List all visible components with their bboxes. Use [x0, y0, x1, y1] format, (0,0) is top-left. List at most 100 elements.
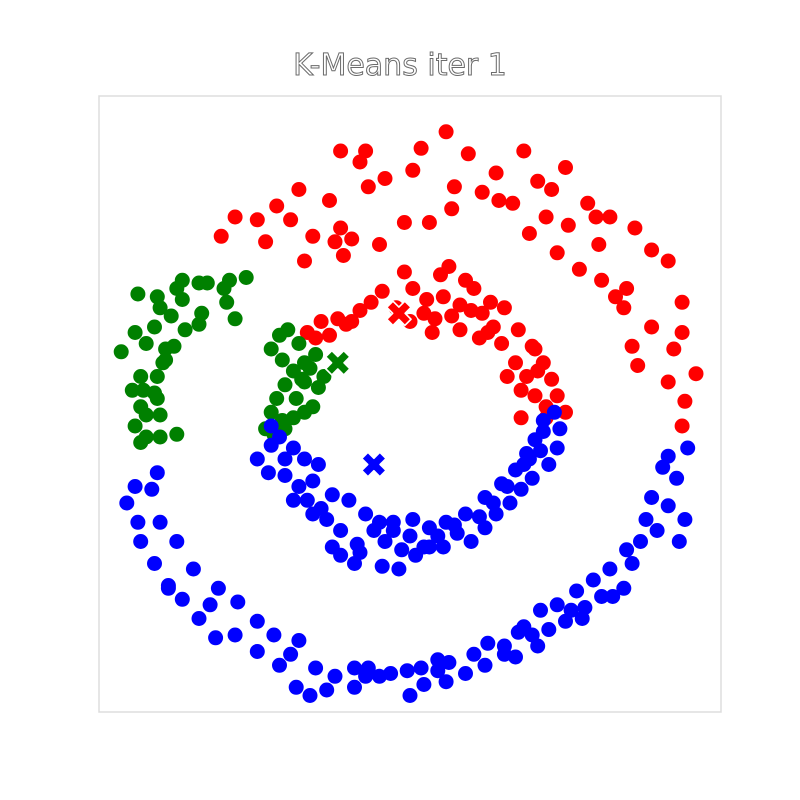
data-point-red: [530, 363, 546, 379]
data-point-blue: [152, 514, 168, 530]
data-point-blue: [552, 421, 568, 437]
data-point-red: [480, 325, 496, 340]
data-point-red: [483, 294, 498, 310]
data-point-blue: [202, 597, 218, 613]
data-point-red: [305, 228, 321, 244]
data-point-blue: [319, 512, 335, 527]
data-point-red: [377, 171, 393, 186]
data-point-blue: [377, 534, 393, 549]
data-point-red: [624, 338, 640, 354]
data-point-blue: [649, 523, 665, 538]
data-point-green: [174, 292, 190, 307]
data-point-red: [516, 143, 532, 159]
data-point-blue: [185, 561, 201, 577]
data-point-blue: [208, 630, 224, 646]
data-point-green: [316, 369, 332, 384]
data-point-blue: [438, 674, 454, 690]
data-point-blue: [302, 688, 318, 703]
data-point-red: [322, 327, 337, 343]
data-point-red: [530, 173, 546, 189]
data-point-blue: [458, 506, 473, 522]
data-point-blue: [655, 459, 671, 475]
data-point-red: [588, 209, 604, 225]
data-point-red: [258, 234, 274, 250]
data-point-blue: [360, 660, 376, 676]
data-point-green: [152, 300, 168, 316]
data-point-green: [297, 404, 312, 420]
data-point-green: [169, 426, 185, 442]
data-point-blue: [602, 561, 618, 577]
data-point-green: [147, 319, 162, 335]
data-point-green: [133, 369, 149, 384]
data-point-red: [322, 193, 337, 208]
data-point-blue: [174, 591, 190, 607]
data-point-green: [308, 347, 324, 362]
data-point-blue: [266, 627, 282, 643]
data-point-green: [177, 322, 193, 338]
data-point-blue: [127, 479, 143, 494]
data-point-red: [558, 404, 573, 420]
data-point-blue: [408, 547, 424, 563]
data-point-blue: [260, 465, 276, 481]
data-point-blue: [549, 440, 565, 456]
data-point-red: [674, 325, 690, 340]
data-point-blue: [299, 492, 315, 508]
data-point-blue: [347, 679, 362, 695]
data-point-red: [660, 374, 676, 390]
data-point-blue: [471, 509, 487, 525]
data-point-blue: [499, 479, 515, 494]
data-point-red: [363, 294, 379, 310]
data-point-blue: [535, 424, 551, 439]
data-point-red: [360, 179, 376, 195]
data-point-red: [644, 242, 660, 258]
data-point-red: [463, 303, 479, 318]
data-point-green: [127, 325, 143, 340]
data-point-red: [452, 297, 468, 313]
data-point-green: [280, 322, 296, 338]
data-point-red: [619, 281, 635, 296]
data-point-red: [458, 272, 473, 288]
data-point-red: [427, 311, 443, 327]
data-point-green: [263, 404, 279, 420]
data-point-red: [249, 212, 265, 228]
data-point-green: [152, 407, 168, 423]
data-point-red: [496, 300, 512, 316]
data-point-blue: [633, 534, 648, 549]
data-point-red: [544, 182, 560, 197]
data-point-blue: [402, 688, 418, 703]
data-point-red: [227, 209, 243, 225]
data-point-red: [580, 195, 596, 211]
data-point-green: [274, 352, 290, 368]
data-point-green: [302, 360, 318, 376]
data-point-blue: [277, 451, 293, 467]
plot-frame: [98, 95, 722, 713]
data-point-red: [327, 234, 343, 250]
data-point-red: [666, 341, 682, 357]
data-point-blue: [549, 597, 565, 613]
data-point-red: [488, 165, 504, 181]
data-point-green: [130, 286, 146, 302]
data-point-blue: [130, 514, 146, 530]
data-point-blue: [546, 404, 562, 420]
data-point-red: [505, 195, 521, 211]
data-point-blue: [680, 440, 696, 456]
data-point-blue: [366, 523, 382, 538]
data-point-green: [238, 270, 254, 285]
data-point-blue: [541, 622, 557, 637]
data-point-green: [158, 352, 174, 368]
points-layer: [113, 124, 704, 703]
data-point-blue: [263, 437, 279, 453]
data-point-blue: [421, 539, 437, 555]
data-point-red: [513, 382, 529, 398]
data-point-red: [405, 162, 421, 178]
data-point-green: [152, 429, 168, 445]
centroid-blue-icon: [360, 451, 387, 478]
data-point-blue: [230, 594, 246, 610]
centroid-layer: [324, 300, 412, 478]
data-point-green: [127, 418, 143, 434]
data-point-blue: [516, 619, 532, 635]
data-point-blue: [458, 666, 473, 681]
data-point-red: [491, 193, 507, 208]
data-point-red: [374, 283, 390, 299]
